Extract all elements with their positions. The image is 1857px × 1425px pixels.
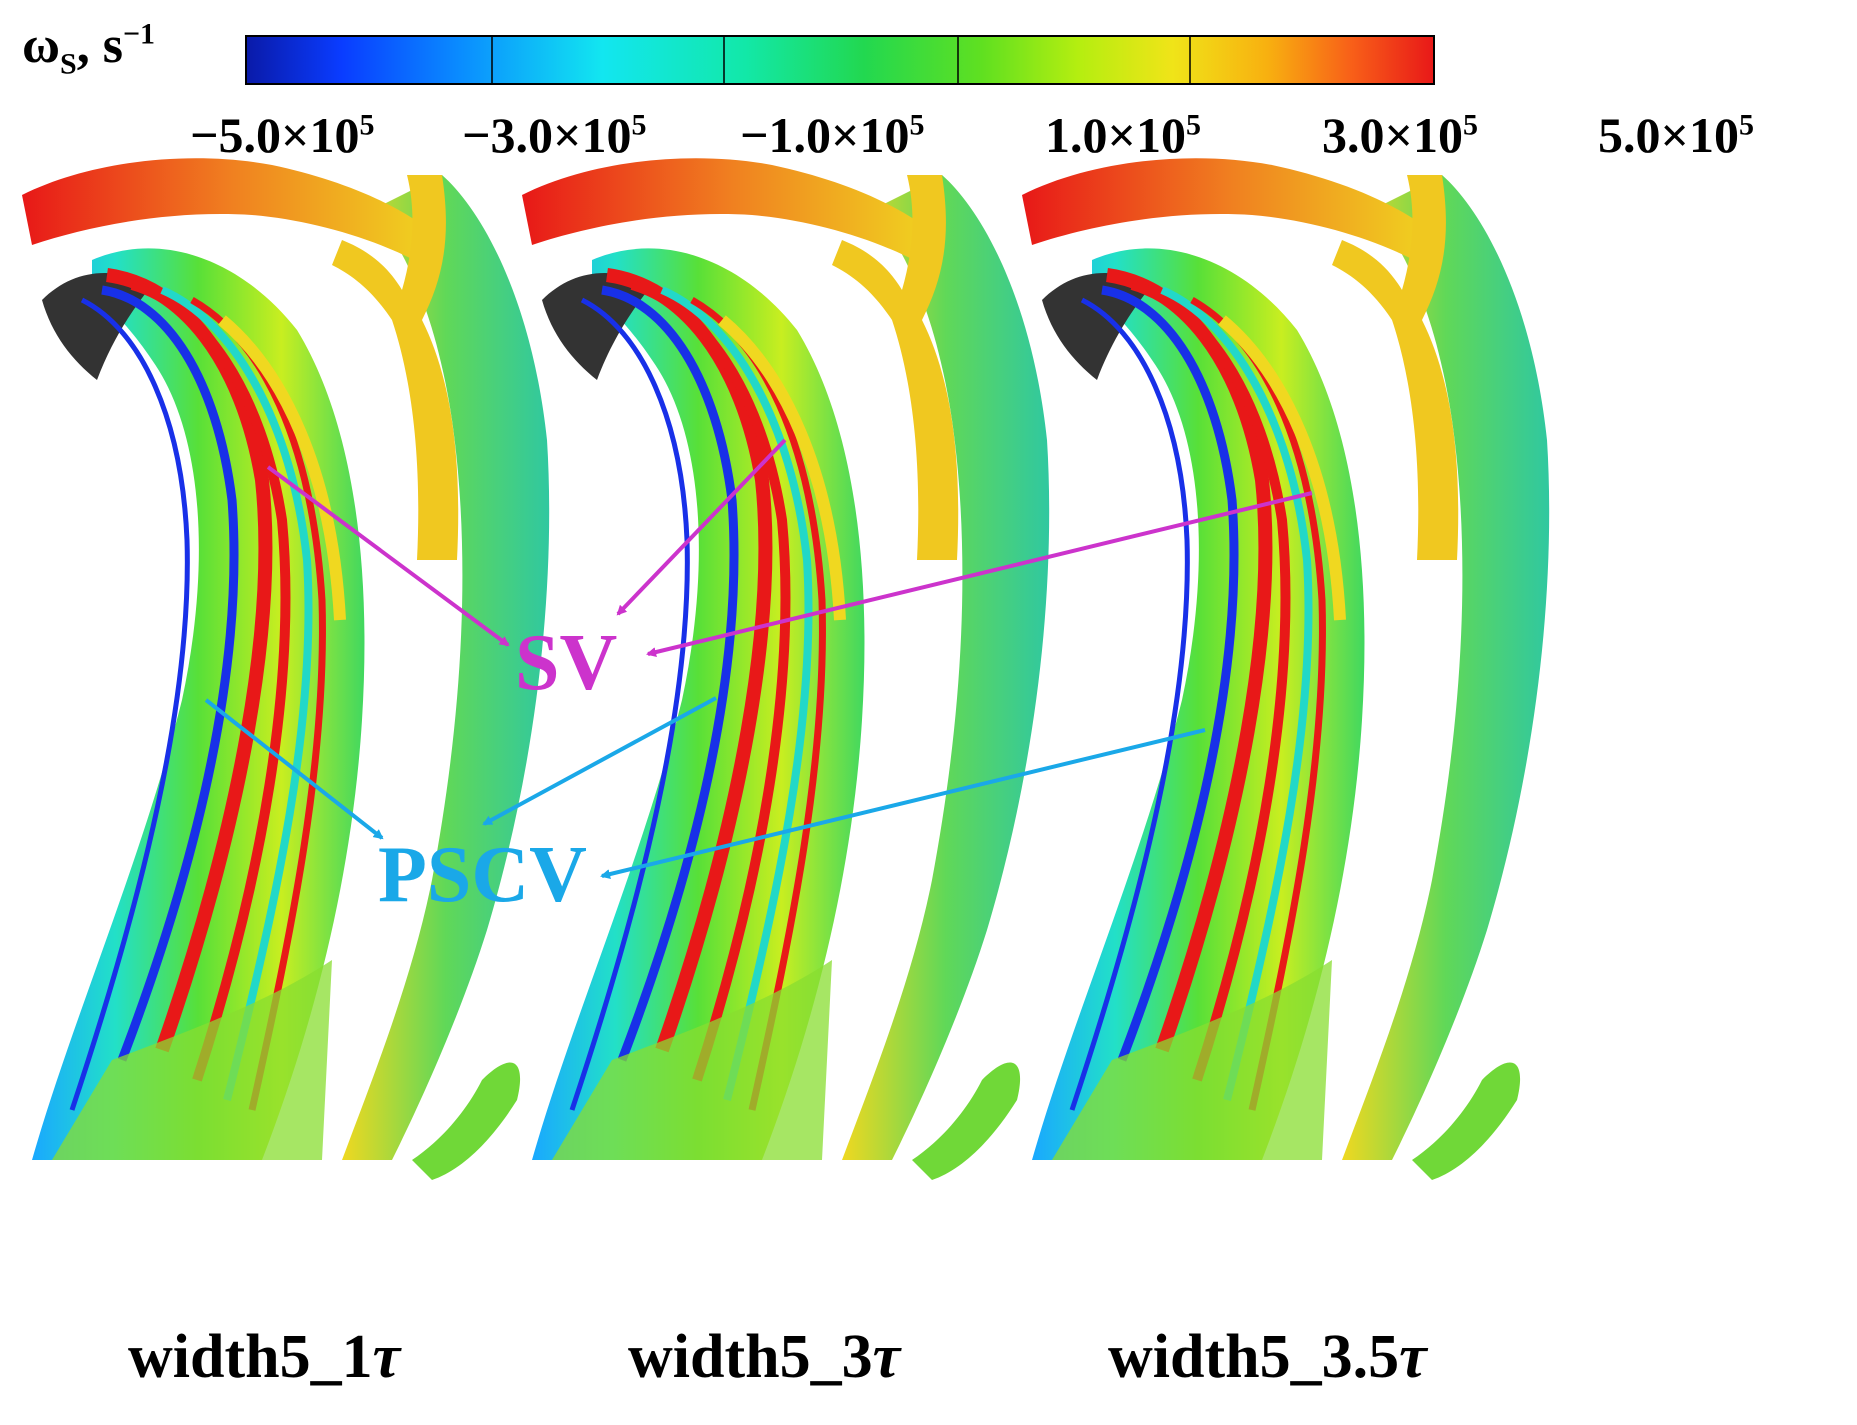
colorbar-title: ωS, s−1 xyxy=(22,16,155,81)
pscv-label: PSCV xyxy=(378,831,587,919)
sv-label: SV xyxy=(515,619,618,707)
colorbar-tick-label: −3.0×105 xyxy=(462,107,647,163)
pscv-arrow xyxy=(482,696,717,826)
colorbar-title-symbol: ω xyxy=(22,17,61,74)
colorbar xyxy=(245,35,1435,85)
panel-label-1: width5_1τ xyxy=(128,1323,401,1391)
panel-label-2: width5_3τ xyxy=(628,1323,901,1391)
colorbar-title-subscript: S xyxy=(60,47,77,81)
pscv-arrow xyxy=(600,728,1206,879)
panel-label-3: width5_3.5τ xyxy=(1108,1323,1427,1391)
colorbar-tick-label: 5.0×105 xyxy=(1598,107,1754,163)
panel-3-vortex-image xyxy=(1022,158,1549,1180)
sv-arrow xyxy=(616,438,787,616)
sv-arrow xyxy=(646,491,1313,657)
colorbar-tick-label: 1.0×105 xyxy=(1045,107,1201,163)
colorbar-tick-label: −5.0×105 xyxy=(190,107,375,163)
sv-arrow xyxy=(266,465,510,647)
panel-1-vortex-image xyxy=(22,158,549,1180)
colorbar-title-unit: , s xyxy=(76,17,123,74)
colorbar-tick-label: −1.0×105 xyxy=(740,107,925,163)
colorbar-title-unit-exponent: −1 xyxy=(122,17,156,51)
colorbar-tick-label: 3.0×105 xyxy=(1322,107,1478,163)
pscv-arrow xyxy=(204,698,384,840)
